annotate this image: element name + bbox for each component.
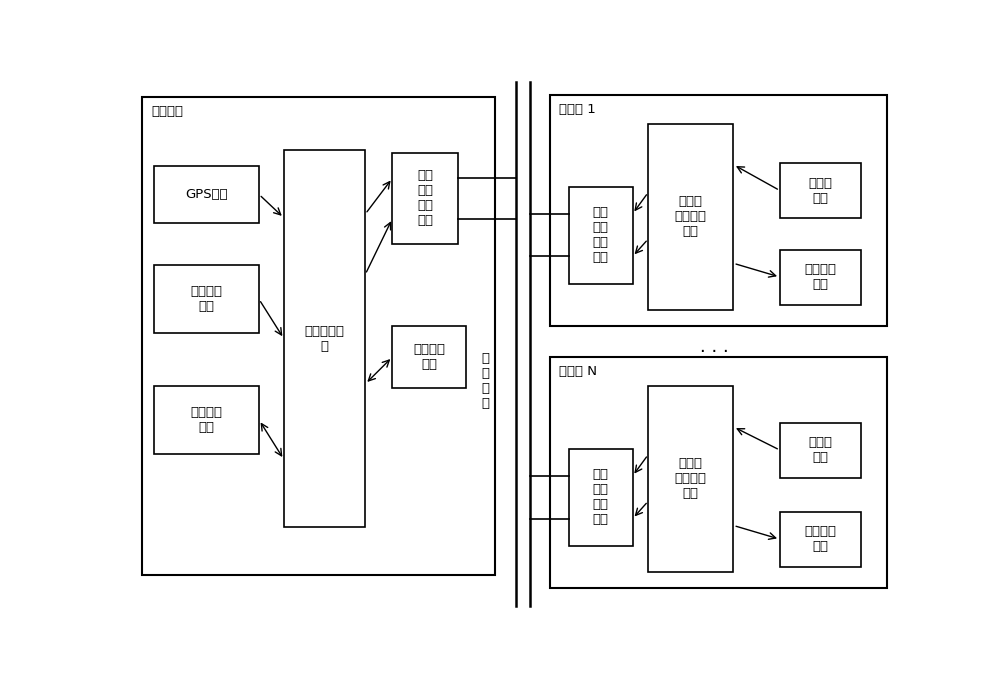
- Text: 现场
总线
控制
模块: 现场 总线 控制 模块: [417, 170, 433, 227]
- Text: 数据存储
模块: 数据存储 模块: [805, 525, 837, 553]
- Bar: [284, 150, 365, 527]
- Text: 现场
总线
控制
模块: 现场 总线 控制 模块: [593, 206, 609, 264]
- Text: 传感器
模块: 传感器 模块: [809, 176, 833, 204]
- Bar: [648, 124, 733, 310]
- Text: 数据采
集、分析
模块: 数据采 集、分析 模块: [675, 195, 707, 238]
- Bar: [780, 163, 861, 218]
- Text: . . .: . . .: [700, 338, 728, 355]
- Text: 传感器
模块: 传感器 模块: [809, 436, 833, 464]
- Text: 子系统 N: 子系统 N: [559, 365, 597, 378]
- Bar: [154, 165, 259, 223]
- Bar: [780, 422, 861, 477]
- Text: 数据分析模
块: 数据分析模 块: [305, 325, 345, 353]
- Bar: [550, 357, 887, 588]
- Bar: [569, 187, 633, 283]
- Text: 数据采
集、分析
模块: 数据采 集、分析 模块: [675, 458, 707, 501]
- Bar: [550, 95, 887, 326]
- Bar: [780, 249, 861, 304]
- Text: 主控制机: 主控制机: [151, 106, 183, 118]
- Bar: [648, 386, 733, 572]
- Bar: [154, 266, 259, 334]
- Bar: [392, 153, 458, 244]
- Text: 列车速度
模块: 列车速度 模块: [191, 285, 223, 313]
- Text: 人机交互
模块: 人机交互 模块: [191, 406, 223, 434]
- Bar: [154, 386, 259, 454]
- Bar: [142, 97, 495, 575]
- Bar: [780, 511, 861, 567]
- Text: 数据存储
模块: 数据存储 模块: [805, 263, 837, 291]
- Text: GPS模块: GPS模块: [185, 188, 228, 201]
- Bar: [569, 449, 633, 545]
- Bar: [392, 326, 466, 388]
- Text: 现场
总线
控制
模块: 现场 总线 控制 模块: [593, 469, 609, 526]
- Text: 数据存储
模块: 数据存储 模块: [413, 343, 445, 371]
- Text: 现
场
总
线: 现 场 总 线: [481, 351, 489, 409]
- Text: 子系统 1: 子系统 1: [559, 103, 596, 116]
